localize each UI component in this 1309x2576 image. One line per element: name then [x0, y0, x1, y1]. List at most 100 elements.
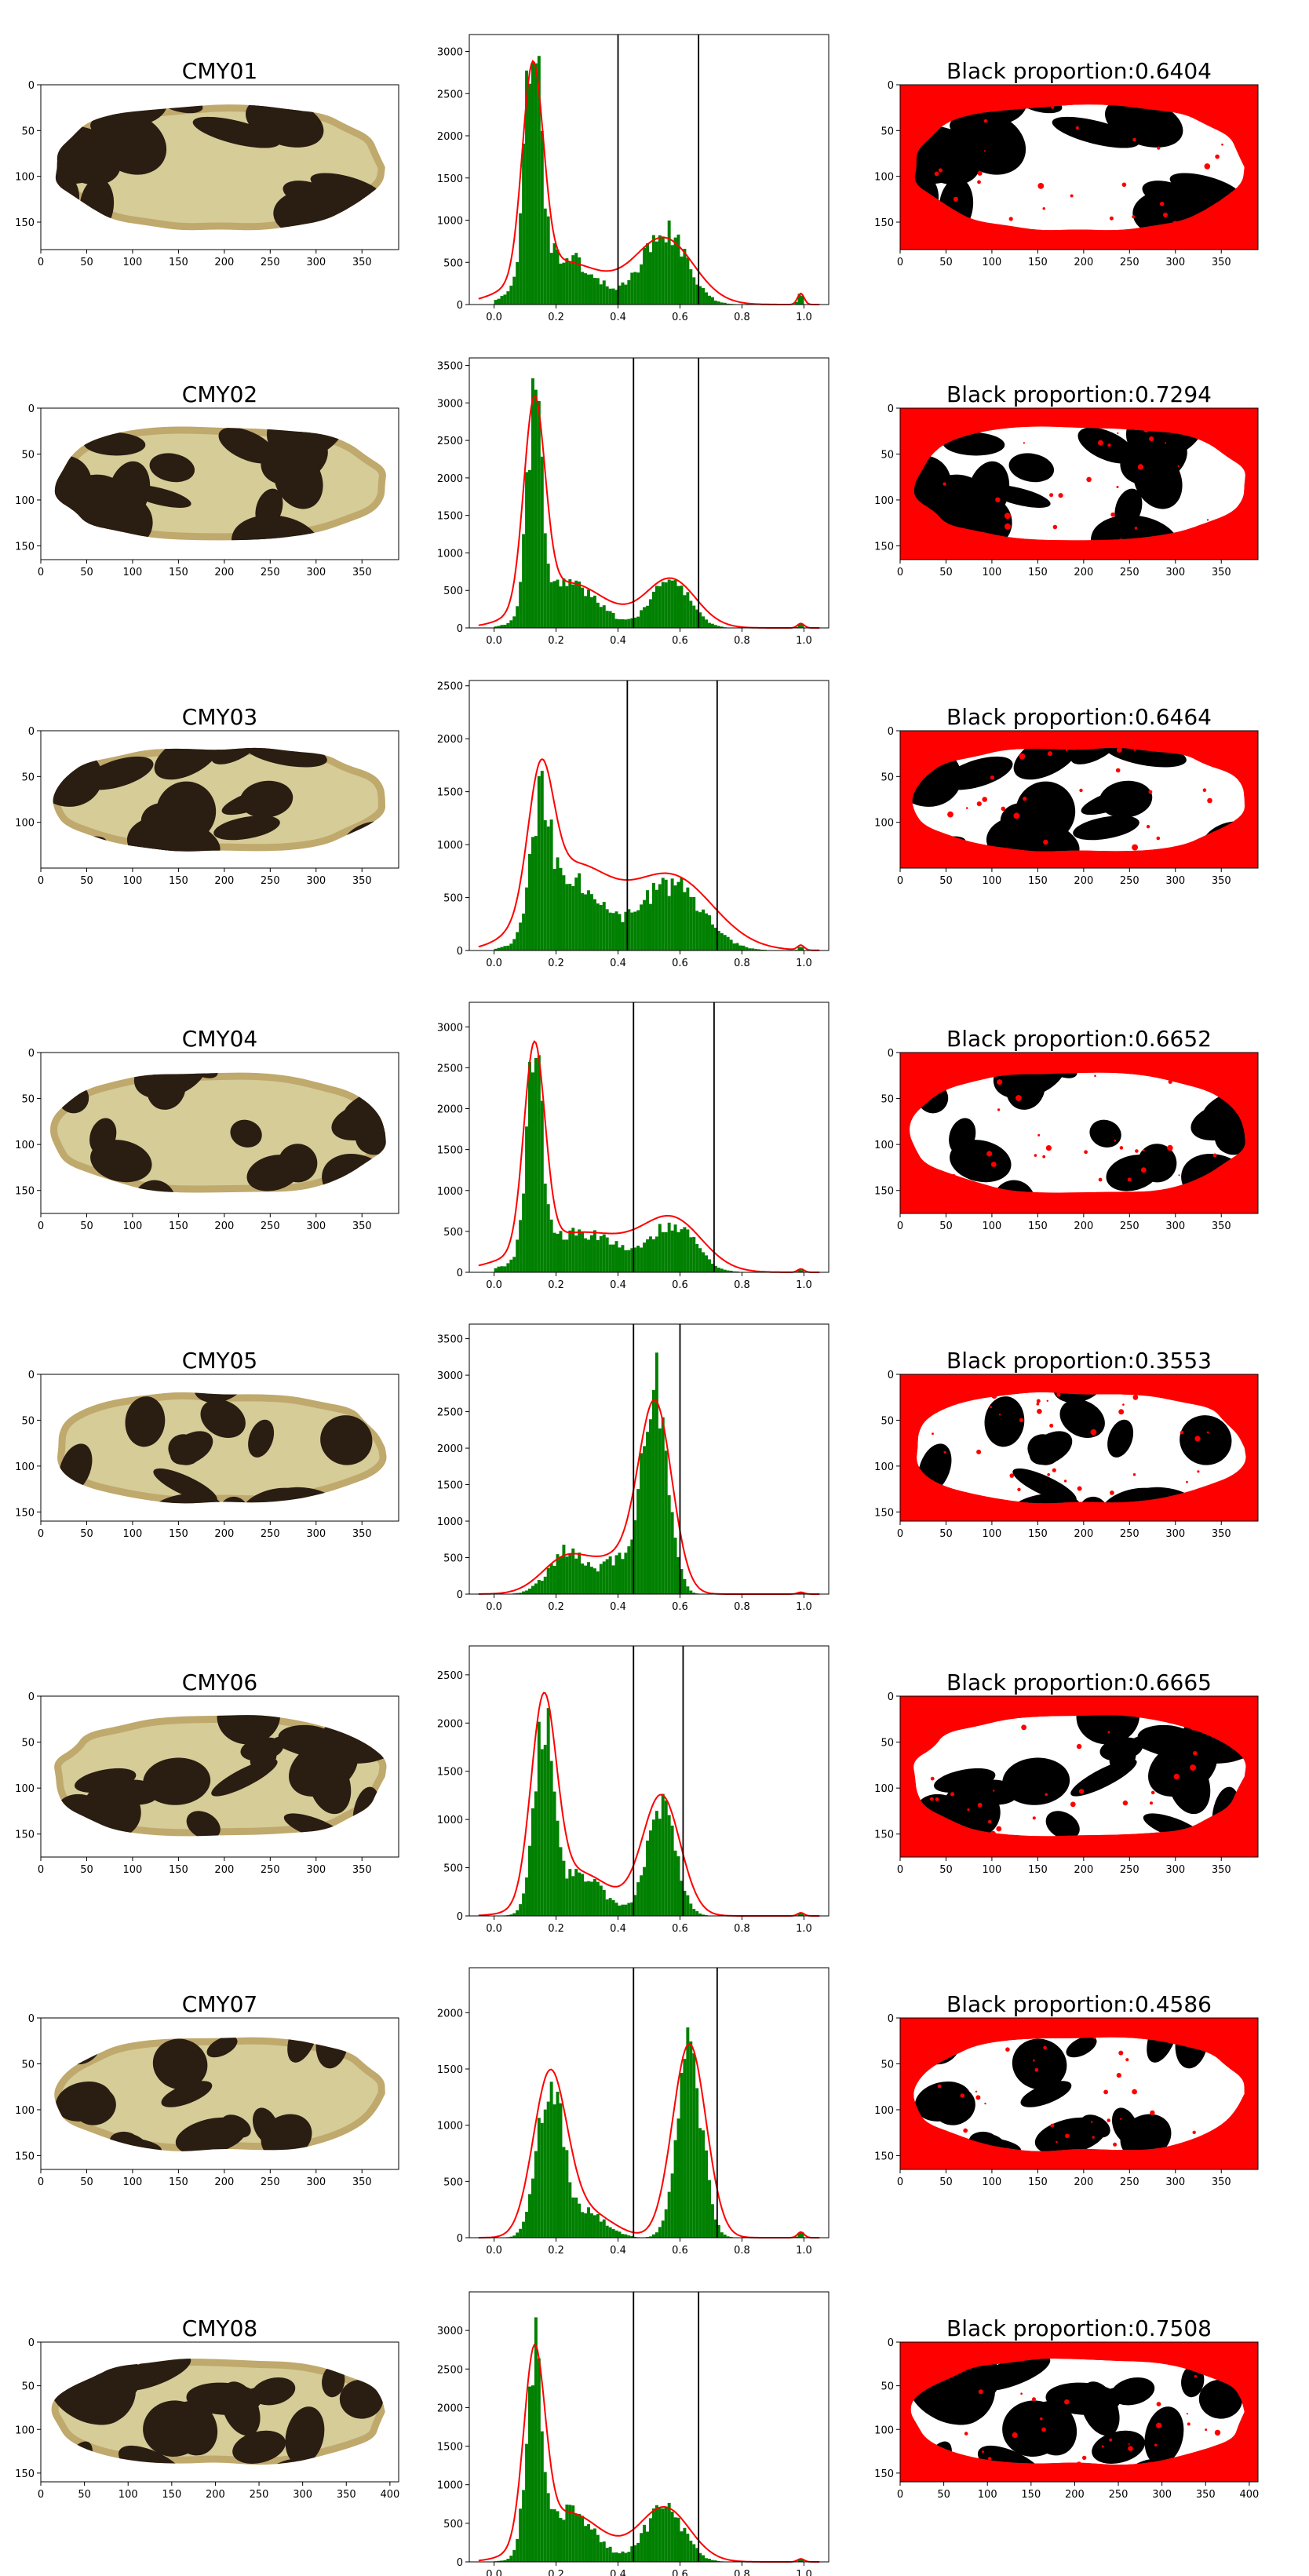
hist-bar	[686, 257, 690, 305]
y-tick-label: 0	[457, 2557, 463, 2569]
x-tick-label: 350	[1212, 1864, 1231, 1876]
mask-noise	[1132, 1473, 1136, 1476]
mask-noise	[943, 1450, 946, 1454]
mask-spot	[1181, 2365, 1205, 2398]
hist-bar	[651, 1239, 655, 1272]
photo-spot	[118, 2445, 189, 2465]
photo-spot	[310, 173, 382, 203]
hist-bar	[702, 1252, 706, 1272]
mask-noise	[1156, 836, 1161, 841]
mask-noise	[960, 2093, 965, 2098]
hist-bar	[528, 2194, 531, 2238]
hist-bar	[720, 626, 724, 628]
mask-noise	[1034, 2067, 1039, 2072]
hist-bar	[506, 1263, 510, 1272]
hist-bar	[686, 887, 690, 950]
hist-bar	[670, 1825, 674, 1916]
hist-bar	[593, 1230, 596, 1272]
mask-noise	[1109, 2438, 1113, 2442]
hist-bar	[627, 618, 631, 628]
photo-spot	[74, 2086, 116, 2125]
hist-bar	[559, 2518, 563, 2562]
hist-bar	[525, 472, 529, 628]
hist-bar	[797, 1913, 801, 1916]
hist-bar	[614, 618, 618, 628]
mask-spot	[1012, 1468, 1077, 1503]
hist-bar	[686, 592, 690, 628]
x-tick-label: 0.8	[734, 958, 750, 969]
photo-spot	[168, 1434, 202, 1465]
x-tick-label: 50	[80, 1864, 93, 1876]
hist-bar	[708, 2559, 711, 2562]
mask-noise	[930, 1776, 935, 1781]
x-tick-label: 200	[214, 257, 234, 268]
mask-spot	[1045, 1811, 1080, 1837]
hist-bar	[559, 1231, 563, 1272]
mask-spot	[1103, 747, 1187, 768]
hist-frame	[469, 1323, 830, 1595]
mask-noise	[1140, 1167, 1147, 1173]
mask-noise	[977, 180, 981, 184]
hist-bar	[525, 1590, 529, 1594]
x-tick-label: 400	[380, 2489, 399, 2501]
x-tick-label: 50	[937, 2489, 950, 2501]
photo-spot	[308, 1754, 352, 1815]
y-tick-label: 1000	[437, 1186, 463, 1198]
mask-noise	[1107, 1731, 1110, 1734]
mask-noise	[964, 2432, 968, 2436]
hist-bar	[596, 278, 600, 305]
hist-bar	[676, 2517, 680, 2562]
x-tick-label: 50	[80, 1220, 93, 1232]
x-tick-label: 50	[939, 567, 953, 578]
hist-bar	[528, 469, 531, 628]
hist-bar	[593, 1879, 596, 1916]
hist-bar	[537, 400, 541, 628]
y-tick-label: 0	[28, 403, 35, 415]
x-tick-label: 50	[939, 2176, 953, 2188]
hist-bar	[602, 605, 606, 628]
hist-bar	[664, 582, 668, 628]
hist-bar	[649, 2236, 652, 2238]
kde-line	[478, 1040, 820, 1273]
mask-noise	[1150, 1801, 1153, 1805]
photo-spot	[230, 1119, 262, 1148]
hist-bar	[497, 626, 501, 628]
hist-bar	[643, 607, 647, 628]
x-tick-label: 250	[261, 1528, 280, 1540]
hist-bar	[581, 1231, 585, 1272]
y-tick-label: 3500	[437, 361, 463, 373]
x-tick-label: 150	[1021, 2489, 1041, 2501]
mask-noise	[1197, 1470, 1200, 1473]
hist-bar	[531, 1585, 534, 1594]
hist-bar	[568, 2182, 572, 2238]
y-tick-label: 1500	[437, 511, 463, 523]
hist-bar	[584, 596, 588, 628]
photo-spot	[186, 1811, 221, 1837]
photo-spot	[213, 815, 280, 841]
hist-bar	[534, 1791, 538, 1916]
hist-bar	[794, 626, 798, 628]
photo-spot	[153, 1468, 217, 1503]
hist-bar	[633, 2545, 637, 2562]
mask-noise	[1042, 1155, 1046, 1158]
y-tick-label: 50	[21, 772, 35, 783]
x-tick-label: 250	[261, 257, 280, 268]
hist-bar	[559, 263, 563, 305]
hist-bar	[698, 912, 702, 950]
x-tick-label: 1.0	[796, 2569, 812, 2576]
hist-bar	[720, 933, 724, 950]
mask-noise	[976, 801, 982, 807]
hist-bar	[599, 2221, 603, 2238]
hist-bar	[503, 625, 507, 628]
hist-bar	[611, 1244, 615, 1272]
hist-bar	[630, 618, 634, 628]
hist-bar	[664, 2209, 668, 2238]
sample-row-cmy03: CMY03 0 50 100 150 200 250 300 350 0 50 100 0.0 0.2 0.…	[15, 680, 1259, 969]
x-tick-label: 350	[352, 1528, 372, 1540]
hist-bar	[589, 1235, 593, 1272]
hist-bar	[686, 1895, 690, 1916]
hist-bar	[614, 290, 618, 305]
hist-bar	[640, 264, 644, 305]
x-tick-label: 250	[1120, 875, 1139, 887]
hist-bar	[661, 878, 665, 950]
